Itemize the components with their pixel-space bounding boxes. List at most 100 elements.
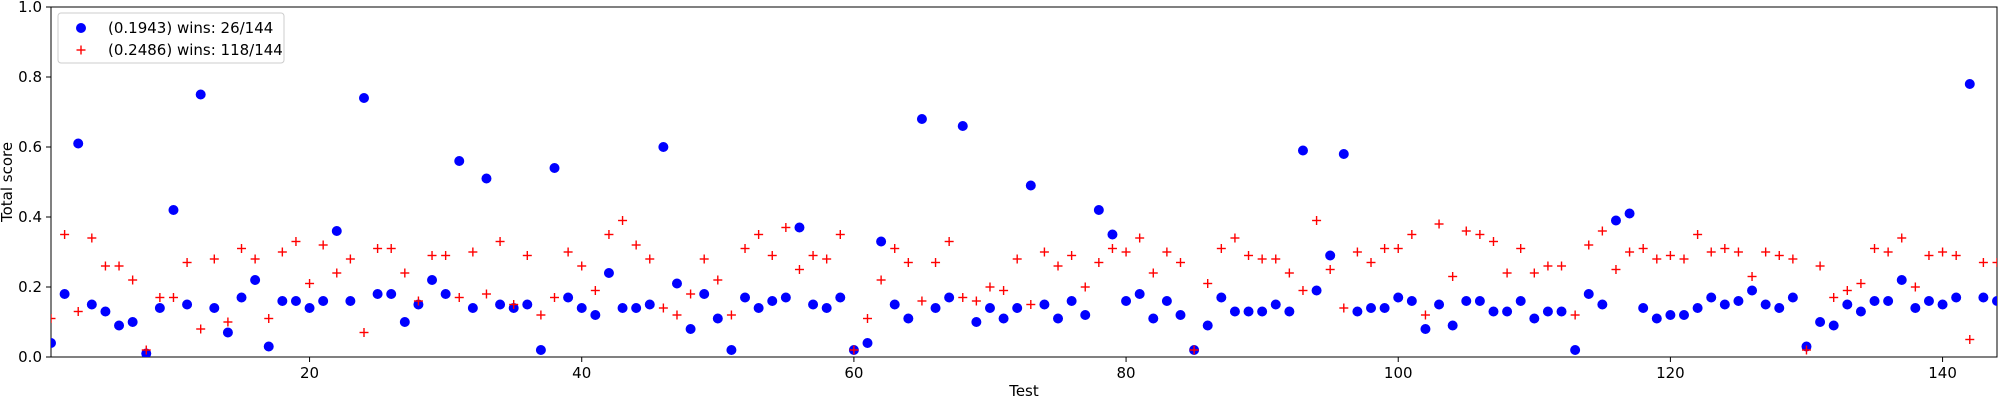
data-point-s2	[373, 244, 383, 253]
data-point-s1	[712, 313, 723, 324]
data-point-s2	[277, 247, 287, 257]
data-point-s1	[535, 345, 546, 355]
data-point-s2	[168, 293, 178, 302]
data-point-s2	[345, 254, 355, 264]
data-point-s1	[1025, 180, 1036, 191]
data-point-s2	[1761, 247, 1771, 257]
data-point-s2	[128, 275, 138, 285]
data-point-s2	[1897, 233, 1907, 243]
data-point-s2	[686, 289, 696, 299]
data-point-s1	[1937, 299, 1948, 310]
data-point-s2	[332, 268, 342, 278]
y-tick-label: 0.0	[18, 348, 42, 366]
data-point-s1	[127, 317, 138, 327]
data-point-s1	[331, 226, 342, 236]
data-point-s2	[1271, 254, 1281, 264]
data-point-s2	[944, 237, 954, 246]
data-point-s2	[917, 296, 927, 306]
data-point-s2	[550, 293, 560, 302]
data-point-s2	[1189, 345, 1199, 355]
data-point-s1	[250, 275, 261, 285]
data-point-s1	[1719, 299, 1730, 310]
data-point-s1	[563, 292, 574, 303]
data-point-s1	[740, 292, 751, 303]
data-point-s1	[1461, 296, 1472, 306]
data-point-s1	[1338, 149, 1349, 159]
data-point-s2	[1148, 268, 1158, 278]
x-tick-label: 80	[1117, 364, 1136, 382]
data-point-s2	[87, 233, 97, 243]
data-point-s2	[441, 251, 451, 260]
data-point-s1	[236, 292, 247, 303]
data-point-s2	[522, 251, 532, 260]
legend-marker-2	[76, 45, 86, 55]
data-point-s2	[672, 310, 682, 320]
data-point-s1	[1774, 303, 1785, 313]
data-point-s1	[1747, 285, 1758, 296]
data-point-s2	[1829, 293, 1839, 302]
data-point-s2	[1420, 310, 1430, 320]
data-point-s2	[971, 296, 981, 306]
data-point-s2	[318, 240, 328, 250]
data-point-s2	[1366, 258, 1376, 267]
data-point-s1	[114, 320, 125, 331]
data-point-s1	[1951, 292, 1962, 303]
data-point-s1	[277, 296, 288, 306]
data-point-s1	[222, 327, 233, 338]
data-point-s2	[726, 310, 736, 320]
data-point-s2	[1638, 244, 1648, 253]
data-point-s2	[209, 254, 219, 264]
data-point-s1	[1638, 303, 1649, 313]
data-point-s2	[1543, 261, 1553, 271]
data-point-s2	[781, 223, 791, 232]
data-point-s1	[1434, 299, 1445, 310]
data-point-s2	[849, 345, 859, 355]
data-point-s1	[631, 303, 642, 313]
data-point-s1	[1815, 317, 1826, 327]
data-point-s1	[1134, 289, 1145, 299]
data-point-s1	[685, 324, 696, 334]
data-point-s2	[890, 244, 900, 253]
data-point-s2	[386, 244, 396, 253]
data-point-s1	[1420, 324, 1431, 334]
data-point-s1	[154, 303, 165, 313]
data-point-s2	[1788, 254, 1798, 264]
data-point-s1	[821, 303, 832, 313]
data-point-s2	[250, 254, 260, 264]
data-point-s1	[1066, 296, 1077, 306]
data-point-s1	[86, 299, 97, 310]
data-point-s1	[1692, 303, 1703, 313]
data-point-s1	[767, 296, 778, 306]
data-point-s1	[304, 303, 315, 313]
data-point-s2	[1284, 268, 1294, 278]
data-point-s1	[440, 289, 451, 299]
data-point-s1	[386, 289, 397, 299]
data-point-s1	[1080, 310, 1091, 320]
axes-frame	[50, 6, 1998, 358]
data-point-s1	[671, 278, 682, 289]
data-point-s2	[1938, 247, 1948, 257]
data-point-s2	[808, 251, 818, 260]
x-tick-label: 140	[1928, 364, 1957, 382]
data-point-s2	[100, 261, 110, 271]
data-point-s2	[1910, 282, 1920, 292]
data-point-s1	[1229, 306, 1240, 317]
legend-label-1: (0.1943) wins: 26/144	[108, 19, 273, 37]
data-point-s1	[427, 275, 438, 285]
data-point-s1	[522, 299, 533, 310]
data-point-s2	[1461, 226, 1471, 236]
x-tick-label: 60	[844, 364, 863, 382]
data-point-s1	[1393, 292, 1404, 303]
data-point-s1	[1107, 229, 1118, 240]
data-point-s1	[1488, 306, 1499, 317]
data-point-s1	[862, 338, 873, 348]
data-point-s1	[209, 303, 220, 313]
data-point-s2	[1706, 247, 1716, 257]
data-point-s1	[1406, 296, 1417, 306]
data-point-s1	[318, 296, 329, 306]
data-point-s2	[1407, 230, 1417, 239]
data-point-s2	[1393, 244, 1403, 253]
data-point-s2	[1502, 268, 1512, 278]
data-point-s1	[481, 173, 492, 184]
